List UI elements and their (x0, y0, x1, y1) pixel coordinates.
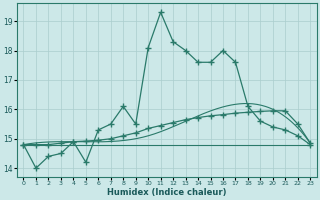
X-axis label: Humidex (Indice chaleur): Humidex (Indice chaleur) (107, 188, 227, 197)
